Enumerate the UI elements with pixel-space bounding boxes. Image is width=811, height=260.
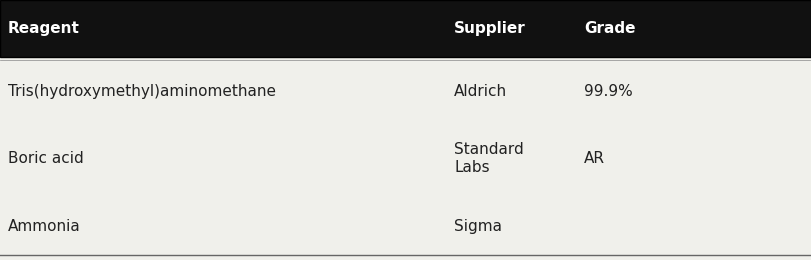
Text: Reagent: Reagent	[8, 21, 80, 36]
Text: Standard
Labs: Standard Labs	[454, 142, 524, 175]
Text: AR: AR	[584, 151, 605, 166]
Text: Grade: Grade	[584, 21, 636, 36]
Text: Supplier: Supplier	[454, 21, 526, 36]
Text: Ammonia: Ammonia	[8, 219, 81, 234]
Text: Sigma: Sigma	[454, 219, 502, 234]
Text: Boric acid: Boric acid	[8, 151, 84, 166]
Text: 99.9%: 99.9%	[584, 83, 633, 99]
Text: Aldrich: Aldrich	[454, 83, 508, 99]
FancyBboxPatch shape	[0, 0, 811, 57]
Text: Tris(hydroxymethyl)aminomethane: Tris(hydroxymethyl)aminomethane	[8, 83, 276, 99]
